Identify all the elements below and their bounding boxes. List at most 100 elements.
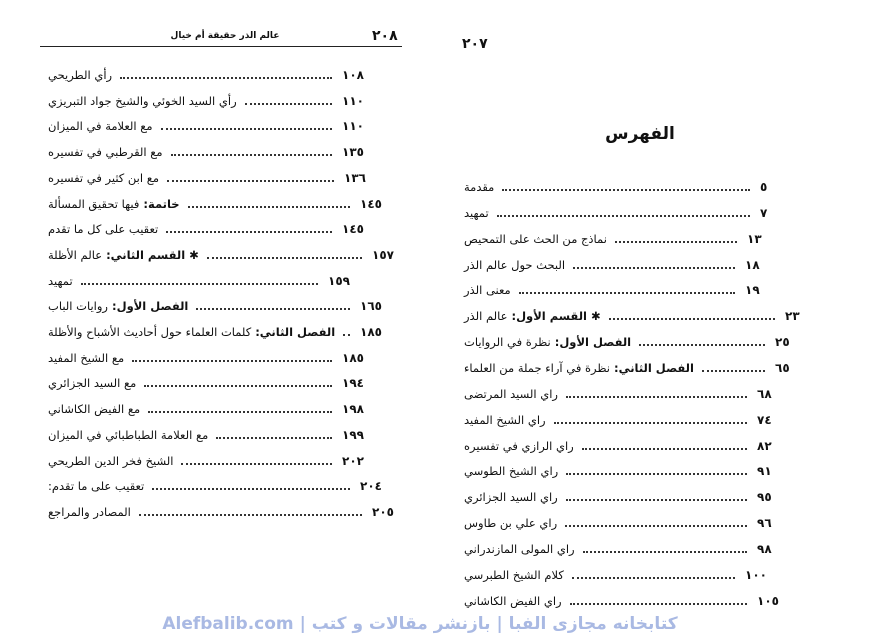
toc-entry: رأي السيد الخوئي والشيخ جواد التبريزي ١١٠ [48,91,372,111]
entry-text: مع الفيض الكاشاني [48,402,141,417]
entry-page: ٢٥ [775,335,790,350]
entry-text: راي الفيض الكاشاني [464,593,562,608]
running-header: عالم الذر حقيقة أم خيال [170,31,280,41]
entry-text: راي المولى المازندراني [464,541,575,556]
entry-title: كلام الشيخ الطبرسي [464,568,564,582]
entry-page: ١٨٥ [360,325,382,339]
entry-text: راي الشيخ المفيد [464,412,546,427]
toc-title: الفهرس [605,124,675,144]
entry-page: ١٨ [745,257,760,272]
entry-title: راي السيد الجزائري [464,490,558,504]
entry-title: تعقيب على كل ما تقدم [48,222,158,236]
entry-text: تعقيب على كل ما تقدم [48,222,159,237]
entry-text: الشيخ فخر الدين الطريحي [48,453,174,468]
dot-leader [120,77,332,79]
entry-text: مع السيد الجزائري [48,376,137,391]
dot-leader [553,421,747,424]
toc-entry: كلام الشيخ الطبرسي ١٠٠ [464,565,775,585]
entry-page: ١٦٥ [360,299,382,314]
toc-entry: راي السيد الجزائري ٩٥ [464,487,787,507]
toc-entry: مع ابن كثير في تفسيره ١٣٦ [48,168,374,188]
entry-title: ✱ القسم الثاني:عالم الأظلة [48,248,199,262]
entry-text: تمهيد [464,205,489,220]
entry-title: البحث حول عالم الذر [464,258,565,272]
entry-title: الفصل الثاني:كلمات العلماء حول أحاديث ال… [48,325,335,339]
entry-label: ✱ القسم الثاني: [106,247,199,262]
toc-entry: راي الشيخ المفيد ٧٤ [464,410,787,430]
toc-entry: تمهيد ١٥٩ [48,271,358,291]
entry-text: معنى الذر [464,283,511,298]
entry-page: ١٥٩ [328,273,350,288]
entry-text: راي السيد الجزائري [464,490,558,505]
entry-title: راي الشيخ المفيد [464,413,546,427]
toc-entry: معنى الذر ١٩ [464,280,775,300]
entry-text: نظرة في آراء جملة من العلماء [464,360,610,375]
entry-title: نماذج من الحث على التمحيص [464,232,607,246]
entry-text: البحث حول عالم الذر [464,257,566,272]
entry-label: الفصل الأول: [112,299,189,314]
entry-title: الفصل الأول:نظرة في الروايات [464,335,631,349]
entry-title: مع العلامة في الميزان [48,119,153,133]
entry-title: مع السيد الجزائري [48,376,136,390]
entry-title: مع الشيخ المفيد [48,351,124,365]
dot-leader [565,395,747,398]
toc-entry: رأي الطريحي ١٠٨ [48,65,372,85]
entry-text: راي علي بن طاوس [464,516,558,531]
dot-leader [518,292,735,295]
toc-entry: مع الشيخ المفيد ١٨٥ [48,348,372,368]
entry-text: رأي السيد الخوئي والشيخ جواد التبريزي [48,93,237,108]
entry-page: ١٩٩ [342,427,364,442]
header-rule [40,46,402,47]
dot-leader [502,189,750,191]
toc-entry: ✱ القسم الأول:عالم الذر ٢٣ [464,306,815,326]
dot-leader [216,436,332,439]
entry-label: الفصل الأول: [554,335,632,350]
dot-leader [80,282,318,285]
toc-entry: الفصل الأول: روايات الباب ١٦٥ [48,296,390,316]
dot-leader [581,447,747,450]
entry-text: كلمات العلماء حول أحاديث الأشباح والأظلة [48,325,252,339]
entry-page: ٢٣ [785,309,800,324]
entry-text: المصادر والمراجع [48,504,131,519]
entry-page: ٩٦ [757,516,772,531]
entry-page: ١٥٧ [372,247,394,262]
toc-entry: تعقيب على ما تقدم: ٢٠٤ [48,476,390,496]
dot-leader [569,602,747,605]
dot-leader [152,488,350,491]
dot-leader [565,525,747,528]
entry-title: راي الفيض الكاشاني [464,594,562,608]
entry-label: خاتمة: [143,196,180,211]
toc-entry: الشيخ فخر الدين الطريحي ٢٠٢ [48,451,372,471]
toc-entry: الفصل الثاني:كلمات العلماء حول أحاديث ال… [48,322,390,342]
dot-leader [582,550,747,553]
entry-text: رأي الطريحي [48,68,113,82]
toc-entry: راي الشيخ الطوسي ٩١ [464,461,787,481]
entry-page: ١٤٥ [360,196,382,211]
dot-leader [206,256,362,259]
entry-text: روايات الباب [48,299,108,314]
entry-page: ١٠٥ [757,593,779,608]
entry-page: ٩٥ [757,490,772,505]
entry-title: مع ابن كثير في تفسيره [48,171,159,185]
dot-leader [132,359,332,362]
entry-title: مع العلامة الطباطبائي في الميزان [48,428,208,442]
entry-text: فيها تحقيق المسألة [48,196,140,211]
entry-title: راي السيد المرتضى [464,387,558,401]
dot-leader [166,231,332,234]
entry-title: راي المولى المازندراني [464,542,575,556]
toc-entry: تمهيد ٧ [464,203,790,223]
dot-leader [639,344,765,347]
entry-text: كلام الشيخ الطبرسي [464,567,564,582]
dot-leader [566,473,747,476]
entry-page: ١١٠ [342,119,364,134]
entry-page: ١٣٦ [344,170,366,185]
entry-page: ١١٠ [342,93,364,108]
page-number: ٢٠٨ [372,28,398,44]
toc-entry: مقدمة ٥ [464,177,790,197]
dot-leader [565,499,747,502]
entry-title: مع القرطبي في تفسيره [48,145,163,159]
dot-leader [614,240,737,243]
entry-text: تمهيد [48,273,73,288]
entry-page: ٩٨ [757,541,772,556]
entry-text: عالم الذر [464,309,508,324]
